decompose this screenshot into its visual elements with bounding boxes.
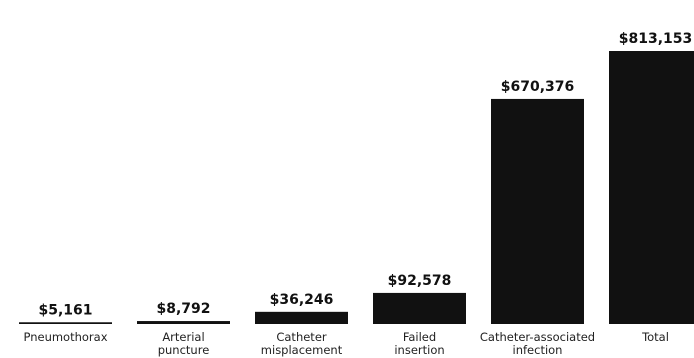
bars-group — [19, 51, 694, 325]
bar-4 — [491, 98, 584, 325]
category-label-2-line-0: Catheter — [276, 330, 327, 344]
bar-2 — [255, 311, 348, 324]
bar-0 — [19, 322, 112, 324]
value-label-4: $670,376 — [501, 79, 575, 95]
value-label-1: $8,792 — [156, 301, 210, 317]
category-label-0-line-0: Pneumothorax — [23, 330, 107, 344]
value-label-3: $92,578 — [388, 273, 452, 289]
bar-3 — [373, 292, 466, 324]
value-labels-group: $5,161 $8,792 $36,246 $92,578 $670,376 $813,1… — [38, 31, 692, 318]
category-label-4-line-1: infection — [513, 343, 563, 357]
value-label-0: $5,161 — [38, 302, 92, 318]
category-label-4-line-0: Catheter-associated — [480, 330, 595, 344]
category-label-1-line-0: Arterial — [162, 330, 204, 344]
category-label-3-line-0: Failed — [403, 330, 436, 344]
category-label-2-line-1: misplacement — [261, 343, 343, 357]
value-label-5: $813,153 — [619, 31, 693, 47]
category-label-1-line-1: puncture — [158, 343, 210, 357]
value-label-2: $36,246 — [270, 292, 334, 308]
bar-5 — [609, 51, 694, 324]
category-label-5-line-0: Total — [641, 330, 669, 344]
bar-1 — [137, 321, 230, 324]
category-label-3-line-1: insertion — [394, 343, 444, 357]
